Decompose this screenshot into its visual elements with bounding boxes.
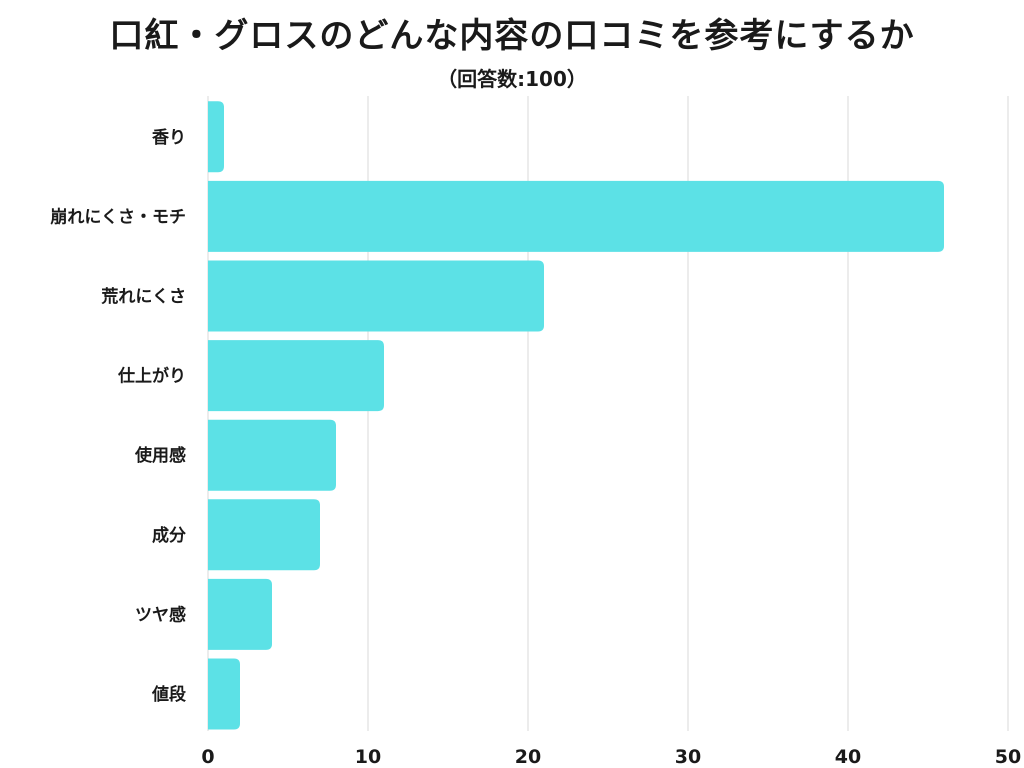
bar-3 (208, 260, 544, 332)
category-label-1: 香り (152, 128, 186, 148)
bar-1 (208, 101, 224, 173)
x-tick-label-10: 10 (355, 746, 381, 768)
bar-5 (208, 419, 336, 491)
bar-8 (208, 658, 240, 730)
bar-6 (208, 499, 320, 571)
x-tick-label-20: 20 (515, 746, 541, 768)
x-axis-ticks: 0 10 20 30 40 50 (201, 746, 1021, 768)
x-tick-label-0: 0 (201, 746, 214, 768)
x-tick-label-40: 40 (835, 746, 861, 768)
bar-7 (208, 578, 272, 650)
chart-subtitle: （回答数:100） (437, 67, 587, 91)
bar-4 (208, 340, 384, 412)
chart-title: 口紅・グロスのどんな内容の口コミを参考にするか (109, 16, 915, 56)
category-label-3: 荒れにくさ (100, 286, 186, 307)
category-label-4: 仕上がり (117, 366, 186, 387)
category-label-8: 値段 (151, 684, 186, 705)
x-tick-label-50: 50 (995, 746, 1021, 768)
bars (208, 101, 944, 730)
category-label-6: 成分 (152, 525, 186, 546)
category-label-5: 使用感 (134, 445, 186, 466)
bar-2 (208, 180, 944, 252)
x-tick-label-30: 30 (675, 746, 701, 768)
category-label-7: ツヤ感 (135, 604, 186, 625)
category-label-2: 崩れにくさ・モチ (50, 206, 186, 227)
